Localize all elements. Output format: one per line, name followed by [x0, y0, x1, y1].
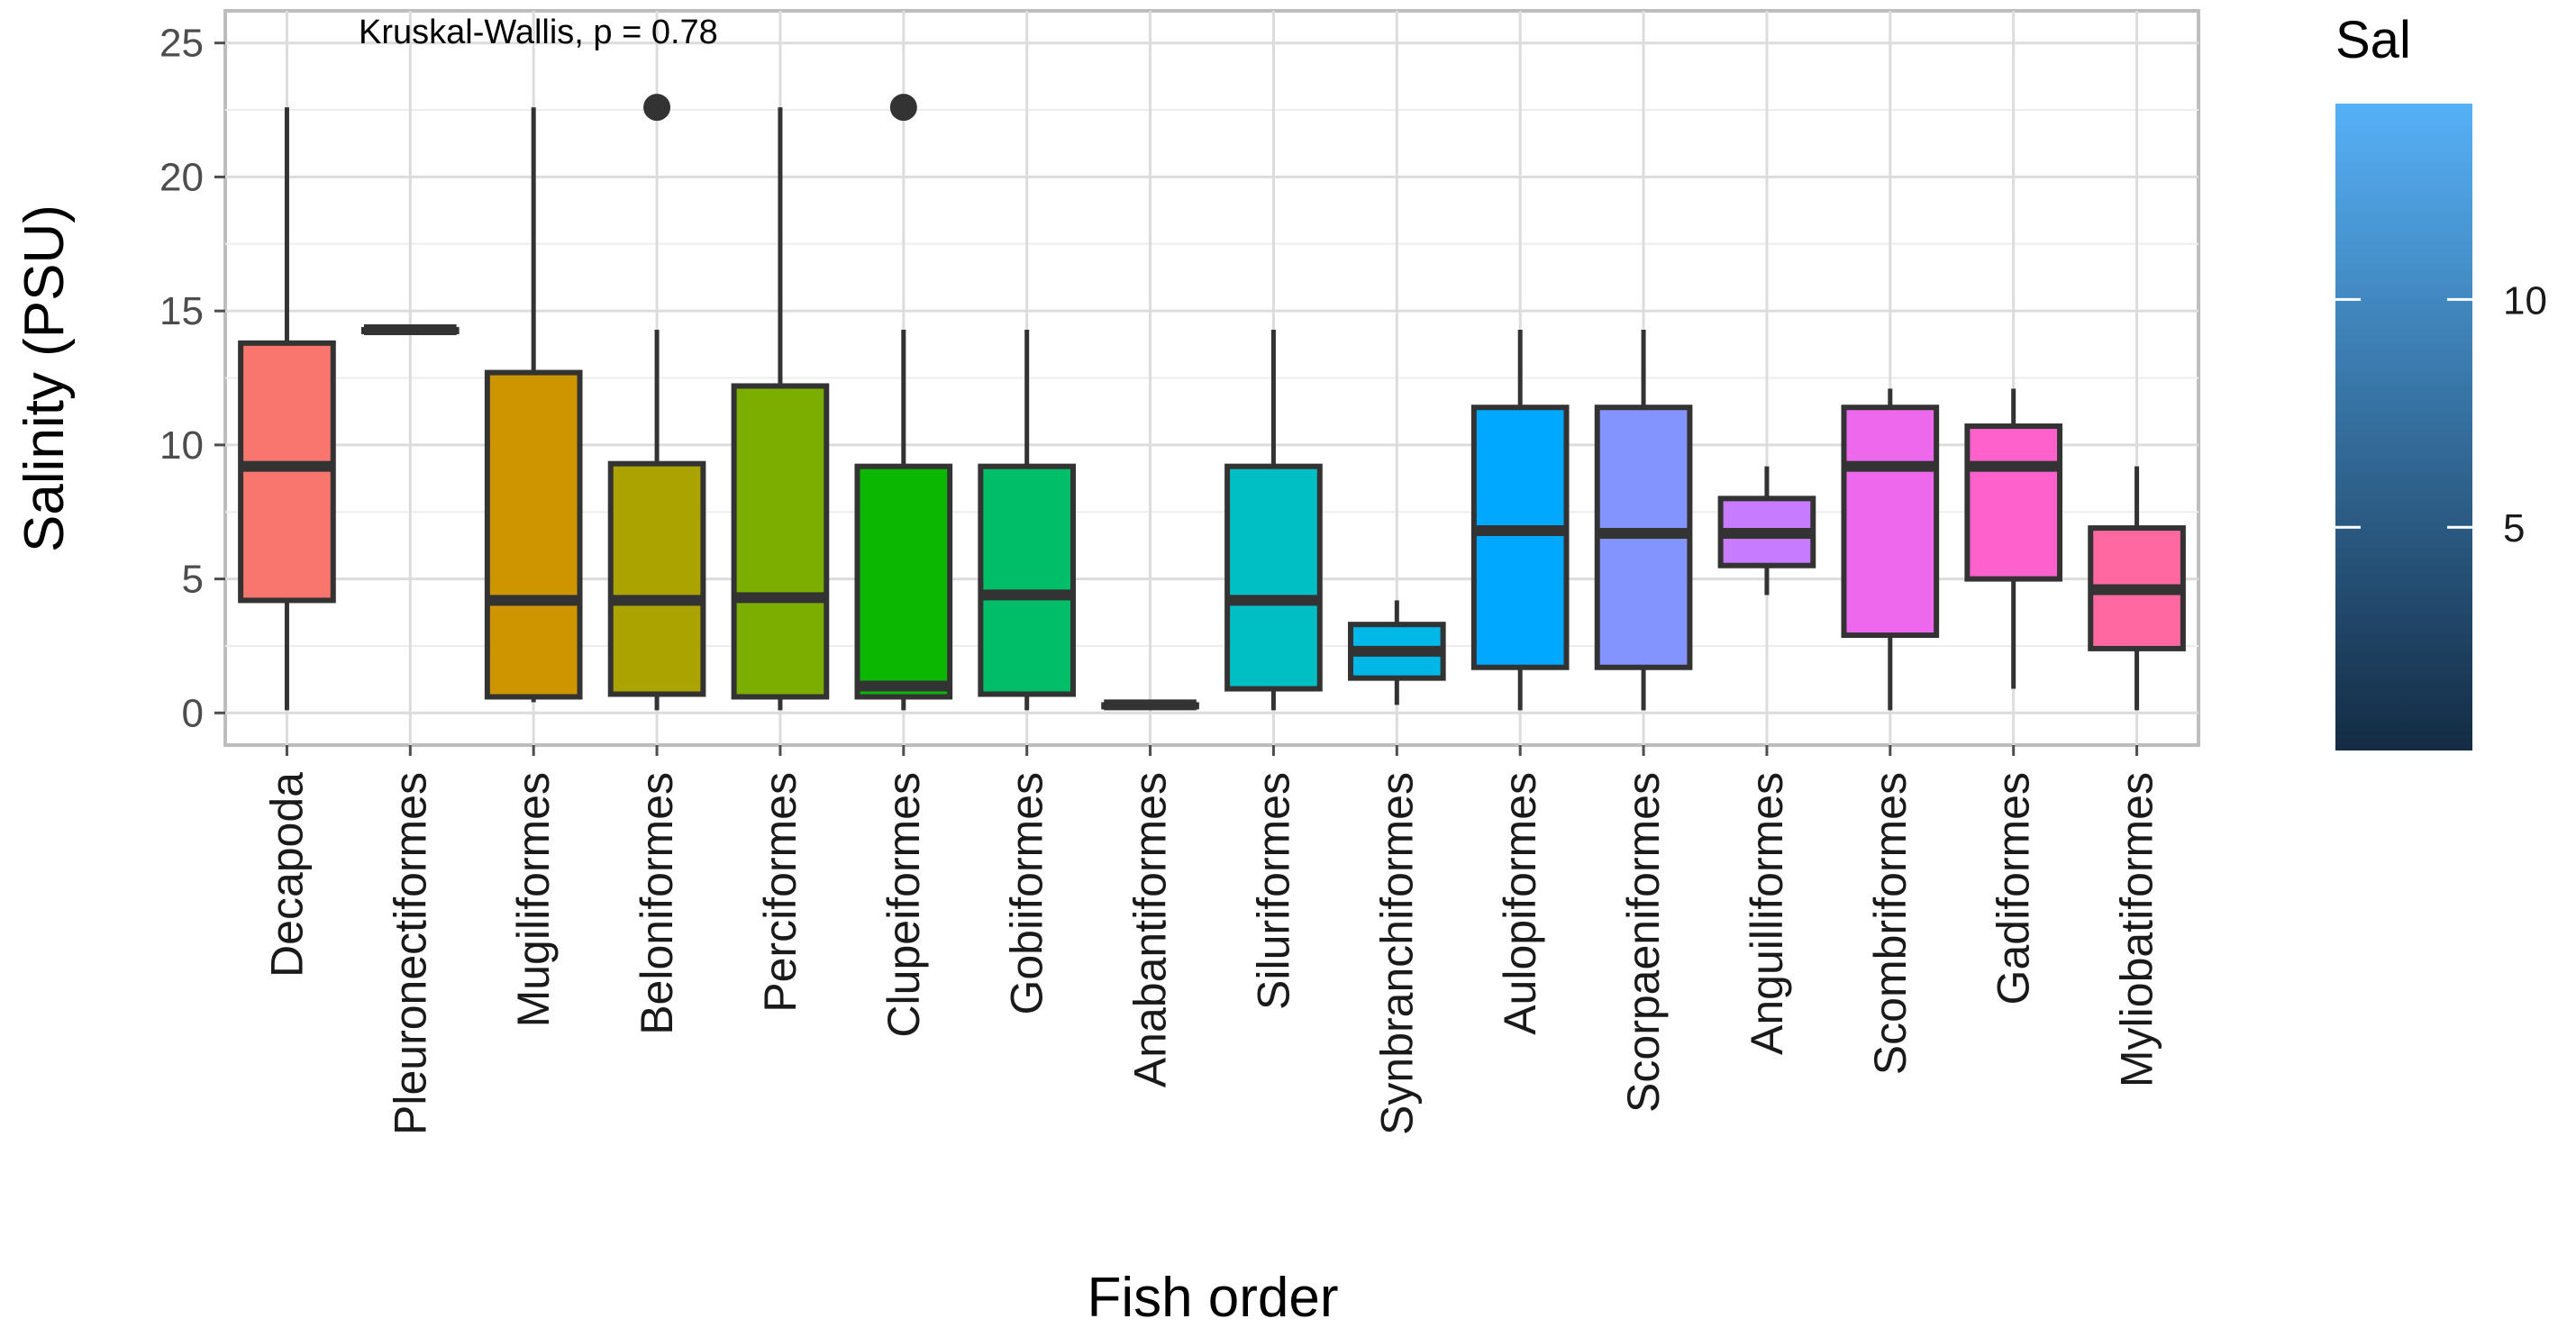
- x-tick-label: Scombriformes: [1865, 772, 1916, 1075]
- y-tick-label: 15: [159, 289, 204, 333]
- legend-title: Sal: [2335, 11, 2411, 69]
- box-clupeiformes: [854, 94, 953, 711]
- iqr-box: [854, 463, 953, 700]
- iqr-box: [484, 369, 583, 700]
- y-tick-label: 10: [159, 423, 204, 468]
- box-siluriformes: [1224, 329, 1323, 711]
- y-axis: 0 5 10 15 20 25: [159, 22, 225, 735]
- box-anabantiformes: [1101, 699, 1199, 711]
- x-tick-label: Anabantiformes: [1125, 772, 1176, 1087]
- x-tick-label: Mugiliformes: [508, 772, 559, 1027]
- box-aulopiformes: [1470, 329, 1570, 711]
- iqr-box: [1470, 405, 1570, 670]
- legend-ticks: 5 10: [2335, 278, 2547, 550]
- x-tick-label: Clupeiformes: [878, 772, 929, 1038]
- x-tick-label: Synbranchiformes: [1371, 772, 1422, 1135]
- x-tick-label: Perciformes: [755, 772, 806, 1013]
- iqr-box: [1841, 405, 1940, 639]
- x-tick-label: Pleuronectiformes: [385, 772, 435, 1135]
- x-tick-label: Beloniformes: [632, 772, 682, 1035]
- x-tick-label: Decapoda: [261, 772, 312, 978]
- x-tick-label: Gobiiformes: [1002, 772, 1052, 1015]
- box-mugiliformes: [484, 107, 583, 703]
- y-tick-label: 5: [182, 558, 204, 602]
- box-synbranchiformes: [1347, 600, 1446, 705]
- iqr-box: [607, 460, 706, 697]
- outlier-point: [889, 94, 917, 122]
- iqr-box: [978, 463, 1077, 697]
- x-tick-label: Myliobatiformes: [2112, 772, 2162, 1087]
- legend-colorbar: [2335, 104, 2472, 750]
- outlier-point: [643, 94, 671, 122]
- plot-panel: [223, 9, 2200, 747]
- box-scorpaeniformes: [1594, 329, 1693, 711]
- box-myliobatiformes: [2088, 466, 2186, 711]
- box-series: [238, 94, 2186, 711]
- y-tick-label: 0: [182, 691, 204, 735]
- x-tick-label: Scorpaeniformes: [1618, 772, 1669, 1113]
- x-axis: Decapoda Pleuronectiformes Mugiliformes Bel…: [261, 745, 2162, 1135]
- box-gadiformes: [1964, 388, 2063, 689]
- legend-tick-label: 5: [2503, 506, 2525, 550]
- iqr-box: [731, 383, 830, 700]
- iqr-box: [1224, 463, 1323, 692]
- box-gobiiformes: [978, 329, 1077, 711]
- y-tick-label: 20: [159, 155, 204, 199]
- box-pleuronectiformes: [360, 323, 460, 335]
- legend-tick-label: 10: [2503, 278, 2547, 323]
- box-perciformes: [731, 107, 830, 711]
- legend: Sal 5 10: [2335, 11, 2547, 750]
- y-tick-label: 25: [159, 22, 204, 66]
- box-scombriformes: [1841, 388, 1940, 711]
- box-anguilliformes: [1717, 466, 1816, 596]
- box-decapoda: [238, 107, 336, 711]
- y-axis-title: Salinity (PSU): [14, 205, 76, 552]
- iqr-box: [1964, 423, 2063, 582]
- x-tick-label: Siluriformes: [1248, 772, 1298, 1010]
- x-tick-label: Gadiformes: [1989, 772, 2039, 1005]
- annotation-kruskal-wallis: Kruskal-Wallis, p = 0.78: [359, 14, 718, 51]
- box-beloniformes: [607, 94, 706, 711]
- x-tick-label: Aulopiformes: [1495, 772, 1545, 1035]
- x-tick-label: Anguilliformes: [1742, 772, 1792, 1055]
- x-axis-title: Fish order: [1087, 1267, 1338, 1329]
